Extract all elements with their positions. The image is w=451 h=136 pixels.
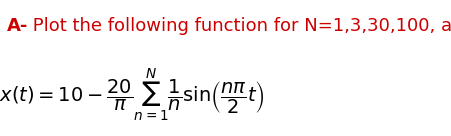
Text: A-: A- <box>7 17 28 35</box>
Text: $x(t) = 10 - \dfrac{20}{\pi}\sum_{n=1}^{N}\dfrac{1}{n}\sin\!\left(\dfrac{n\pi}{2: $x(t) = 10 - \dfrac{20}{\pi}\sum_{n=1}^{… <box>0 67 264 123</box>
Text: Plot the following function for N=1,3,30,100, and 1000.: Plot the following function for N=1,3,30… <box>28 17 451 35</box>
